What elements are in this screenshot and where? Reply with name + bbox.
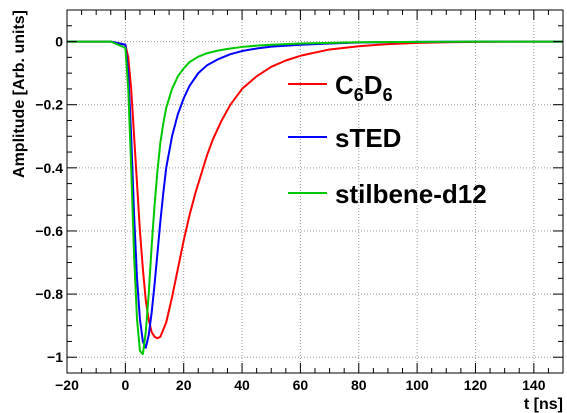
series-line-0	[67, 40, 563, 340]
legend-label-c6d6: C6D6	[335, 70, 393, 105]
x-tick-label: −20	[55, 377, 79, 393]
y-axis-title: Amplitude [Arb. units]	[11, 10, 28, 178]
x-tick-label: 0	[121, 377, 129, 393]
x-tick-label: 20	[176, 377, 192, 393]
x-tick-label: 40	[234, 377, 250, 393]
y-tick-label: −0.4	[35, 160, 63, 176]
legend-label-stilbene: stilbene-d12	[335, 179, 487, 209]
series-group	[67, 40, 563, 356]
x-tick-label: 140	[522, 377, 546, 393]
legend-c6d6-sub2: 6	[383, 85, 393, 105]
series-line-1	[67, 40, 563, 349]
x-tick-label: 60	[293, 377, 309, 393]
y-tick-label: −0.8	[35, 286, 63, 302]
x-axis-title: t [ns]	[524, 396, 563, 413]
x-tick-label: 120	[464, 377, 488, 393]
y-tick-label: −0.6	[35, 223, 63, 239]
legend-label-sted: sTED	[335, 123, 401, 153]
legend-c6d6-c: C	[335, 70, 354, 100]
legend: C6D6 sTED stilbene-d12	[288, 70, 487, 209]
legend-c6d6-sub1: 6	[354, 85, 364, 105]
y-tick-label: −0.2	[35, 97, 63, 113]
y-tick-label: 0	[55, 34, 63, 50]
x-tick-label: 80	[351, 377, 367, 393]
y-tick-label: −1	[47, 349, 63, 365]
tick-labels: −20 0 20 40 60 80 100 120 140 0 −0.2 −0.4 −0.6 −0.8 −1	[35, 34, 545, 393]
axis-ticks	[66, 9, 564, 374]
series-line-2	[67, 40, 563, 356]
x-tick-label: 100	[405, 377, 429, 393]
legend-c6d6-d: D	[364, 70, 383, 100]
